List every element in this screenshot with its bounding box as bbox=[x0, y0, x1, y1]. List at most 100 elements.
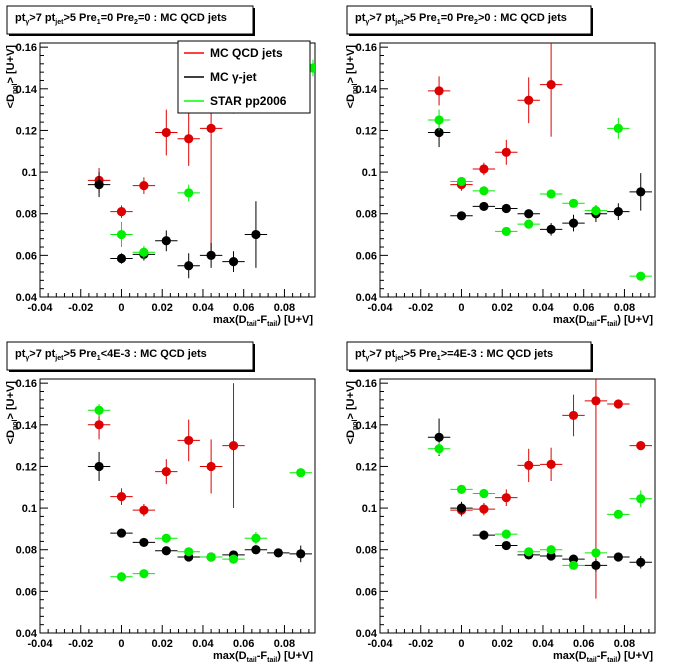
x-tick-label: 0.08 bbox=[614, 638, 635, 650]
chart-title: ptγ>7 ptjet>5 Pre1=0 Pre2=0 : MC QCD jet… bbox=[15, 12, 227, 26]
data-point bbox=[296, 549, 306, 559]
data-point bbox=[116, 492, 127, 502]
subscript-text: tail bbox=[267, 321, 277, 328]
label-text: =0 Pre bbox=[441, 12, 474, 24]
y-tick-label: 0.14 bbox=[16, 84, 38, 96]
data-point bbox=[206, 552, 216, 562]
label-text: max(D bbox=[553, 650, 587, 662]
y-tick-label: 0.06 bbox=[356, 586, 377, 598]
data-point bbox=[524, 219, 534, 229]
y-tick-label: 0.08 bbox=[356, 209, 377, 221]
data-point bbox=[501, 226, 511, 237]
data-point bbox=[546, 545, 556, 555]
y-tick-label: 0.06 bbox=[356, 250, 377, 262]
x-tick-label: 0 bbox=[458, 302, 464, 314]
x-tick-label: 0.08 bbox=[614, 302, 635, 314]
y-tick-label: 0.08 bbox=[16, 209, 37, 221]
chart-panel-3: ptγ>7 ptjet>5 Pre1<4E-3 : MC QCD jets -0.… bbox=[5, 341, 316, 664]
series-mc-jet bbox=[87, 451, 312, 563]
x-tick-label: 0.06 bbox=[573, 638, 594, 650]
data-point bbox=[636, 441, 646, 451]
data-point bbox=[501, 540, 511, 551]
y-tick-label: 0.06 bbox=[16, 250, 37, 262]
data-point bbox=[524, 460, 534, 471]
label-text: > [U+V] bbox=[5, 45, 17, 84]
data-point bbox=[501, 529, 511, 539]
label-text: >0 : MC QCD jets bbox=[478, 12, 567, 24]
subscript-text: tail bbox=[267, 657, 277, 664]
label-text: > [U+V] bbox=[345, 45, 357, 84]
y-tick-label: 0.12 bbox=[16, 461, 37, 473]
data-point bbox=[94, 420, 104, 430]
x-tick-label: -0.02 bbox=[68, 302, 93, 314]
x-axis-title: max(Dtail-Ftail) [U+V] bbox=[213, 650, 313, 664]
data-point bbox=[116, 572, 127, 582]
y-tick-label: 0.12 bbox=[16, 125, 37, 137]
x-tick-label: -0.02 bbox=[408, 638, 433, 650]
series-star-pp2006 bbox=[87, 403, 312, 582]
data-point bbox=[161, 533, 171, 543]
data-point bbox=[228, 257, 239, 267]
chart-panel-2: ptγ>7 ptjet>5 Pre1=0 Pre2>0 : MC QCD jet… bbox=[345, 5, 656, 328]
plot-frame bbox=[379, 378, 656, 634]
x-axis-title: max(Dtail-Ftail) [U+V] bbox=[213, 314, 313, 328]
data-point bbox=[479, 164, 489, 174]
data-point bbox=[546, 459, 556, 469]
data-point bbox=[116, 207, 127, 217]
data-point bbox=[591, 560, 601, 570]
label-text: >5 Pre bbox=[403, 348, 436, 360]
data-layer bbox=[87, 383, 312, 582]
title-box bbox=[6, 5, 254, 35]
data-point bbox=[636, 494, 646, 504]
data-point bbox=[228, 554, 239, 564]
data-point bbox=[613, 207, 623, 217]
series-star-pp2006 bbox=[427, 442, 652, 570]
x-tick-label: 0.06 bbox=[573, 302, 594, 314]
x-axis-title: max(Dtail-Ftail) [U+V] bbox=[553, 650, 653, 664]
data-point bbox=[613, 399, 623, 409]
label-text: >7 pt bbox=[29, 12, 55, 24]
y-tick-label: 0.08 bbox=[356, 545, 377, 557]
data-point bbox=[206, 250, 216, 260]
subscript-text: tail bbox=[587, 657, 597, 664]
y-tick-label: 0.16 bbox=[16, 42, 37, 54]
data-point bbox=[434, 115, 444, 125]
data-point bbox=[546, 189, 556, 199]
label-text: >7 pt bbox=[369, 348, 395, 360]
y-tick-label: 0.14 bbox=[356, 84, 378, 96]
data-point bbox=[94, 179, 104, 190]
series-star-pp2006 bbox=[427, 109, 652, 281]
y-tick-label: 0.14 bbox=[356, 420, 378, 432]
data-point bbox=[273, 548, 283, 558]
y-tick-label: 0.16 bbox=[16, 378, 37, 390]
label-text: ) [U+V] bbox=[617, 650, 653, 662]
label-text: <4E-3 : MC QCD jets bbox=[101, 348, 207, 360]
data-point bbox=[568, 218, 579, 228]
x-tick-label: -0.02 bbox=[408, 302, 433, 314]
x-tick-label: 0.02 bbox=[492, 302, 513, 314]
label-text: pt bbox=[15, 348, 26, 360]
subscript-text: tail bbox=[607, 657, 617, 664]
data-point bbox=[479, 530, 489, 540]
legend: MC QCD jets MC γ-jet STAR pp2006 bbox=[177, 40, 311, 114]
x-tick-label: 0 bbox=[458, 638, 464, 650]
data-point bbox=[636, 271, 646, 281]
label-text: <D bbox=[5, 94, 17, 108]
subscript-text: jet bbox=[394, 355, 404, 362]
y-tick-label: 0.12 bbox=[356, 461, 377, 473]
data-point bbox=[546, 224, 556, 234]
plot-frame bbox=[379, 42, 656, 298]
data-point bbox=[116, 528, 127, 538]
legend-entry-label: MC γ-jet bbox=[210, 70, 257, 84]
x-tick-label: 0.02 bbox=[492, 638, 513, 650]
data-point bbox=[456, 176, 467, 187]
y-tick-label: 0.04 bbox=[356, 292, 378, 304]
data-point bbox=[456, 211, 467, 221]
label-text: max(D bbox=[213, 650, 247, 662]
subscript-text: 1 bbox=[97, 355, 101, 362]
data-point bbox=[139, 537, 149, 548]
label-text: -F bbox=[597, 650, 608, 662]
chart-title: ptγ>7 ptjet>5 Pre1>=4E-3 : MC QCD jets bbox=[355, 348, 553, 362]
data-point bbox=[184, 134, 194, 144]
